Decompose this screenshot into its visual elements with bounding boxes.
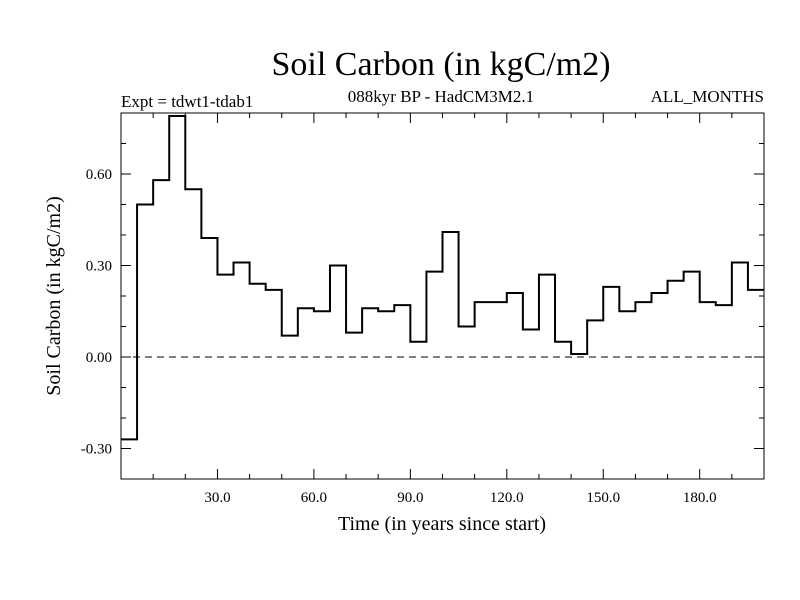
series-line bbox=[121, 115, 764, 441]
chart-subtitle-left: Expt = tdwt1-tdab1 bbox=[121, 92, 253, 111]
x-tick-label: 120.0 bbox=[490, 490, 524, 506]
y-tick-label: 0.60 bbox=[86, 167, 112, 183]
chart-subtitle-center: 088kyr BP - HadCM3M2.1 bbox=[348, 87, 534, 106]
plot-frame bbox=[120, 112, 765, 480]
x-tick-label: 150.0 bbox=[586, 490, 620, 506]
y-tick-label: -0.30 bbox=[81, 442, 112, 458]
x-axis-title: Time (in years since start) bbox=[338, 513, 546, 535]
axis-ticks bbox=[121, 113, 764, 479]
y-tick-label: 0.30 bbox=[86, 259, 112, 275]
x-tick-label: 30.0 bbox=[204, 490, 230, 506]
chart-title: Soil Carbon (in kgC/m2) bbox=[271, 46, 610, 83]
y-tick-label: 0.00 bbox=[86, 350, 112, 366]
y-axis-title: Soil Carbon (in kgC/m2) bbox=[43, 196, 65, 395]
x-tick-label: 180.0 bbox=[683, 490, 717, 506]
axis-tick-labels: 30.0 60.0 90.0 120.0 150.0 180.0 -0.30 0.00 0.30… bbox=[81, 167, 717, 506]
chart-subtitle-right: ALL_MONTHS bbox=[651, 87, 764, 106]
x-tick-label: 60.0 bbox=[301, 490, 327, 506]
x-tick-label: 90.0 bbox=[397, 490, 423, 506]
